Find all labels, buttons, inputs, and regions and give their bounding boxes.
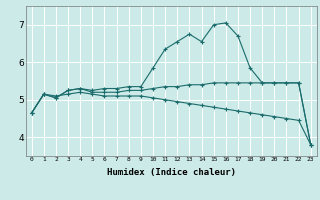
X-axis label: Humidex (Indice chaleur): Humidex (Indice chaleur) xyxy=(107,168,236,177)
